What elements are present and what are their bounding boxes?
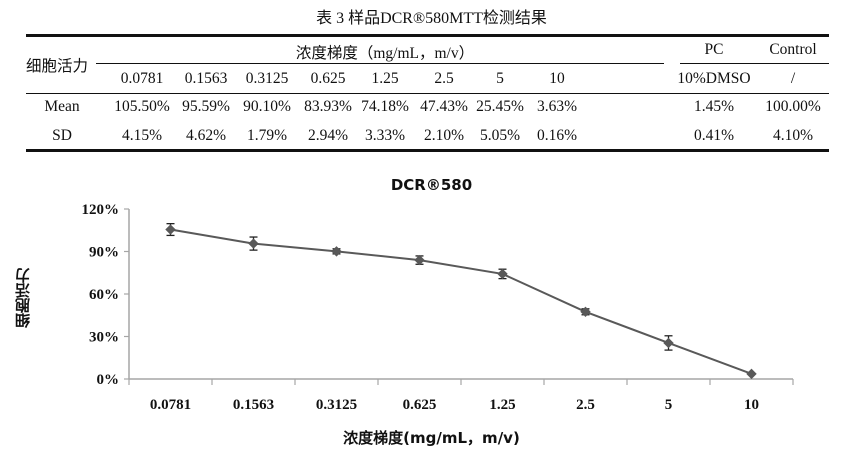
row-label: Mean	[44, 98, 80, 115]
sub-header: 0.3125	[245, 70, 289, 87]
table-cell: 3.63%	[536, 98, 578, 115]
x-ticks: 0.0781 0.1563 0.3125 0.625 1.25 2.5 5 10	[128, 379, 794, 413]
table-cell: 0.16%	[536, 127, 578, 144]
table-cell: 4.15%	[121, 127, 163, 144]
table-cell: 4.10%	[772, 127, 814, 144]
data-point-marker	[165, 224, 176, 235]
sub-header: 10%DMSO	[677, 70, 751, 87]
sub-header: 0.0781	[120, 70, 164, 87]
table-cell: 2.10%	[423, 127, 465, 144]
pc-control-header-rule	[680, 63, 829, 64]
table-cell: 105.50%	[114, 98, 170, 115]
table-cell: 2.94%	[307, 127, 349, 144]
header-bottom-rule	[26, 93, 829, 94]
chart-title: DCR®580	[390, 176, 473, 194]
table-cell: 25.45%	[476, 98, 524, 115]
data-point-marker	[580, 306, 591, 318]
data-point-marker	[746, 368, 757, 380]
table-cell: 0.41%	[693, 127, 735, 144]
data-point-marker	[663, 337, 674, 349]
pc-header: PC	[704, 41, 724, 58]
table-cell: 100.00%	[765, 98, 821, 115]
x-tick-label: 1.25	[489, 397, 515, 413]
x-tick-label: 2.5	[576, 397, 595, 413]
table-cell: 83.93%	[304, 98, 352, 115]
table-cell: 1.45%	[693, 98, 735, 115]
sub-header: 2.5	[434, 70, 454, 87]
row-header: 细胞活力	[26, 58, 89, 75]
row-label: SD	[52, 127, 72, 144]
table-cell: 4.62%	[185, 127, 227, 144]
y-tick-label: 120%	[82, 202, 120, 218]
x-tick-label: 0.625	[403, 397, 437, 413]
y-tick-label: 0%	[97, 372, 120, 388]
sub-header: 5	[496, 70, 504, 87]
table-cell: 95.59%	[182, 98, 230, 115]
group-header-rule	[104, 63, 664, 64]
x-tick-label: 0.1563	[233, 397, 274, 413]
y-tick-label: 90%	[89, 245, 119, 261]
x-tick-label: 0.3125	[316, 397, 357, 413]
table-cell: 74.18%	[361, 98, 409, 115]
table-cell: 90.10%	[243, 98, 291, 115]
row-header-connector	[96, 63, 106, 64]
sub-header: 1.25	[371, 70, 399, 87]
x-tick-label: 5	[665, 397, 673, 413]
table-caption: 表 3 样品DCR®580MTT检测结果	[316, 10, 547, 27]
data-point-marker	[414, 254, 425, 266]
y-tick-label: 30%	[89, 330, 119, 346]
series-layer	[165, 223, 757, 380]
group-header: 浓度梯度（mg/mL，m/v）	[295, 45, 475, 62]
table-cell: 47.43%	[420, 98, 468, 115]
table-cell: 1.79%	[246, 127, 288, 144]
table-top-rule	[26, 34, 829, 37]
sub-header: /	[790, 70, 796, 87]
y-tick-label: 60%	[89, 287, 119, 303]
sub-header: 0.625	[310, 70, 346, 87]
table-cell: 3.33%	[364, 127, 406, 144]
data-point-marker	[331, 246, 342, 257]
table-bottom-rule	[26, 149, 829, 152]
sub-header: 10	[549, 70, 565, 87]
table-cell: 5.05%	[479, 127, 521, 144]
x-tick-label: 10	[744, 397, 759, 413]
data-point-marker	[497, 268, 508, 280]
x-axis-label: 浓度梯度(mg/mL，m/v)	[343, 429, 520, 447]
y-ticks: 0% 30% 60% 90% 120%	[82, 202, 129, 388]
x-tick-label: 0.0781	[150, 397, 191, 413]
control-header: Control	[769, 41, 817, 58]
data-point-marker	[248, 238, 259, 249]
series-line	[170, 228, 752, 375]
sub-header: 0.1563	[184, 70, 228, 87]
